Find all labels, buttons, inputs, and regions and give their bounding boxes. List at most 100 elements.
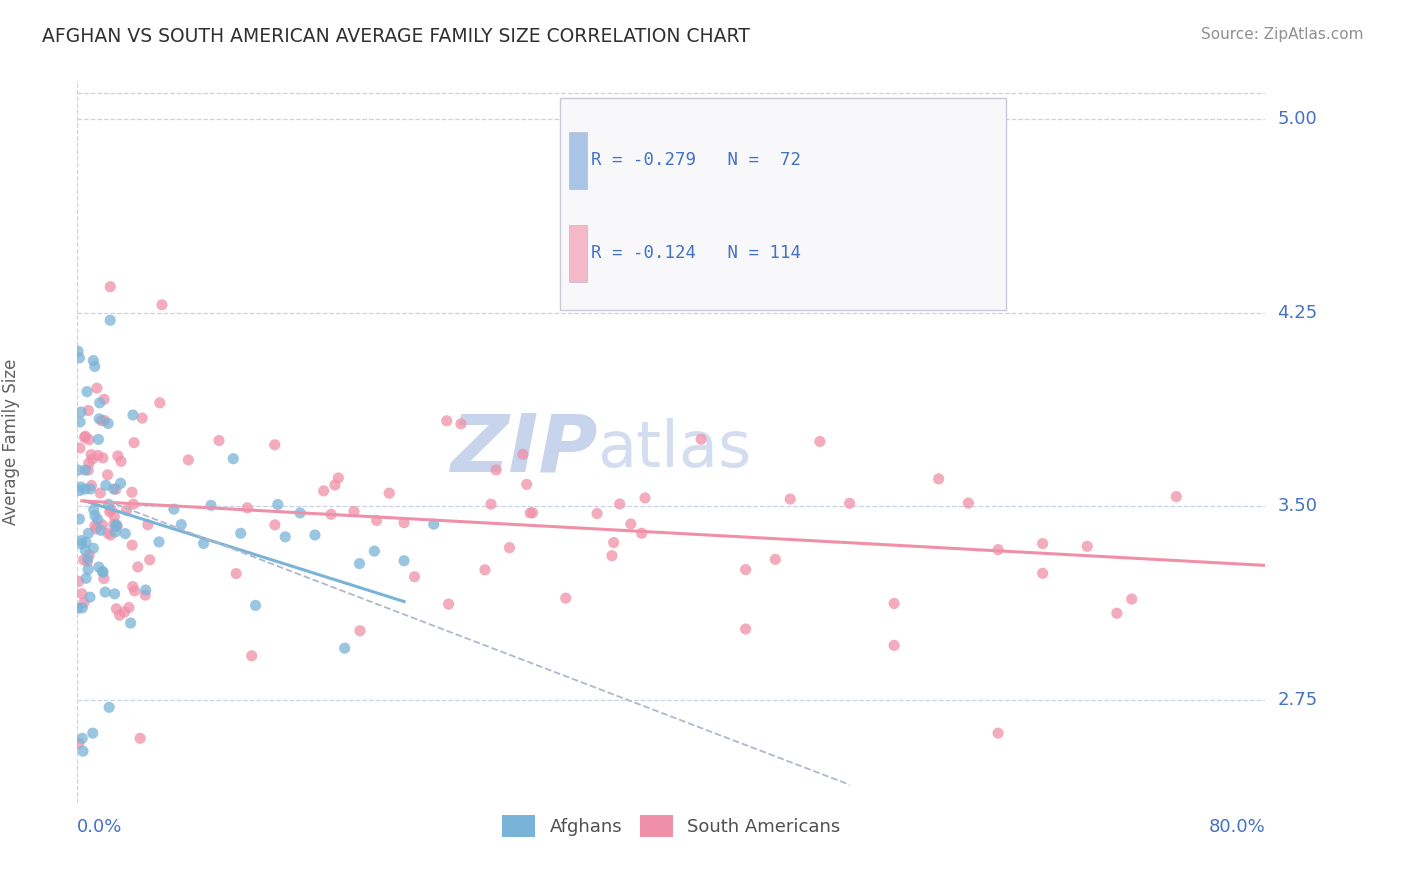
- Point: [77, 526, 100, 541]
- Point: [620, 516, 643, 531]
- Point: [734, 622, 756, 636]
- Point: [378, 486, 401, 500]
- Point: [84, 518, 107, 533]
- Point: [105, 601, 128, 615]
- Point: [104, 587, 127, 601]
- Point: [450, 417, 472, 431]
- Point: [90, 414, 112, 428]
- Point: [87, 560, 110, 574]
- Point: [89, 486, 111, 500]
- FancyBboxPatch shape: [560, 98, 1005, 310]
- Point: [363, 544, 385, 558]
- Text: R = -0.279   N =  72: R = -0.279 N = 72: [591, 152, 801, 169]
- Point: [75, 463, 97, 477]
- Point: [77, 403, 100, 417]
- Point: [288, 506, 311, 520]
- Point: [240, 648, 263, 663]
- Point: [100, 528, 122, 542]
- Point: [333, 641, 356, 656]
- Point: [127, 560, 149, 574]
- Point: [103, 482, 125, 496]
- Point: [87, 433, 110, 447]
- Point: [108, 608, 131, 623]
- Point: [516, 477, 538, 491]
- Point: [82, 353, 104, 368]
- Point: [70, 731, 93, 746]
- Point: [883, 597, 905, 611]
- Point: [263, 517, 285, 532]
- Point: [76, 384, 98, 399]
- Text: 80.0%: 80.0%: [1209, 818, 1265, 837]
- Point: [366, 513, 388, 527]
- Point: [97, 467, 120, 482]
- Point: [328, 471, 350, 485]
- Point: [193, 536, 215, 550]
- Point: [149, 396, 172, 410]
- Point: [73, 596, 96, 610]
- Point: [122, 497, 145, 511]
- Text: AFGHAN VS SOUTH AMERICAN AVERAGE FAMILY SIZE CORRELATION CHART: AFGHAN VS SOUTH AMERICAN AVERAGE FAMILY …: [42, 27, 749, 45]
- Point: [112, 605, 135, 619]
- Point: [312, 483, 335, 498]
- Point: [98, 279, 121, 293]
- Text: Source: ZipAtlas.com: Source: ZipAtlas.com: [1201, 27, 1364, 42]
- Point: [72, 553, 94, 567]
- Point: [77, 463, 100, 477]
- Point: [73, 430, 96, 444]
- Point: [105, 517, 128, 532]
- Point: [110, 454, 132, 468]
- Point: [957, 496, 980, 510]
- Point: [67, 344, 90, 359]
- Point: [94, 478, 117, 492]
- Point: [138, 553, 160, 567]
- Point: [554, 591, 576, 606]
- Point: [91, 565, 114, 579]
- Point: [67, 463, 90, 477]
- Point: [105, 519, 128, 533]
- Point: [222, 451, 245, 466]
- Point: [79, 590, 101, 604]
- Point: [98, 505, 121, 519]
- Point: [148, 535, 170, 549]
- Point: [634, 491, 657, 505]
- Point: [479, 497, 502, 511]
- Point: [70, 533, 93, 548]
- Point: [75, 535, 97, 549]
- Point: [1076, 539, 1098, 553]
- Point: [883, 639, 905, 653]
- Point: [107, 449, 129, 463]
- Point: [104, 524, 127, 539]
- Point: [67, 601, 90, 615]
- Point: [630, 526, 652, 541]
- Point: [404, 570, 426, 584]
- Point: [1121, 592, 1143, 607]
- Point: [349, 624, 371, 638]
- Point: [1032, 536, 1054, 550]
- Point: [114, 526, 136, 541]
- Point: [437, 597, 460, 611]
- Point: [349, 557, 371, 571]
- Point: [602, 535, 624, 549]
- Text: 2.75: 2.75: [1277, 690, 1317, 708]
- Text: 0.0%: 0.0%: [77, 818, 122, 837]
- Point: [110, 476, 132, 491]
- Text: R = -0.124   N = 114: R = -0.124 N = 114: [591, 244, 801, 262]
- Point: [84, 508, 107, 523]
- Point: [392, 554, 415, 568]
- Point: [77, 456, 100, 470]
- Point: [73, 482, 96, 496]
- Point: [274, 530, 297, 544]
- Point: [129, 731, 152, 746]
- Point: [838, 496, 860, 510]
- Point: [67, 512, 90, 526]
- Point: [89, 412, 111, 426]
- Point: [124, 583, 146, 598]
- Point: [267, 498, 290, 512]
- Point: [734, 563, 756, 577]
- Point: [84, 522, 107, 536]
- Point: [91, 565, 114, 579]
- Point: [118, 600, 141, 615]
- Point: [67, 736, 90, 750]
- Point: [122, 435, 145, 450]
- Point: [150, 298, 173, 312]
